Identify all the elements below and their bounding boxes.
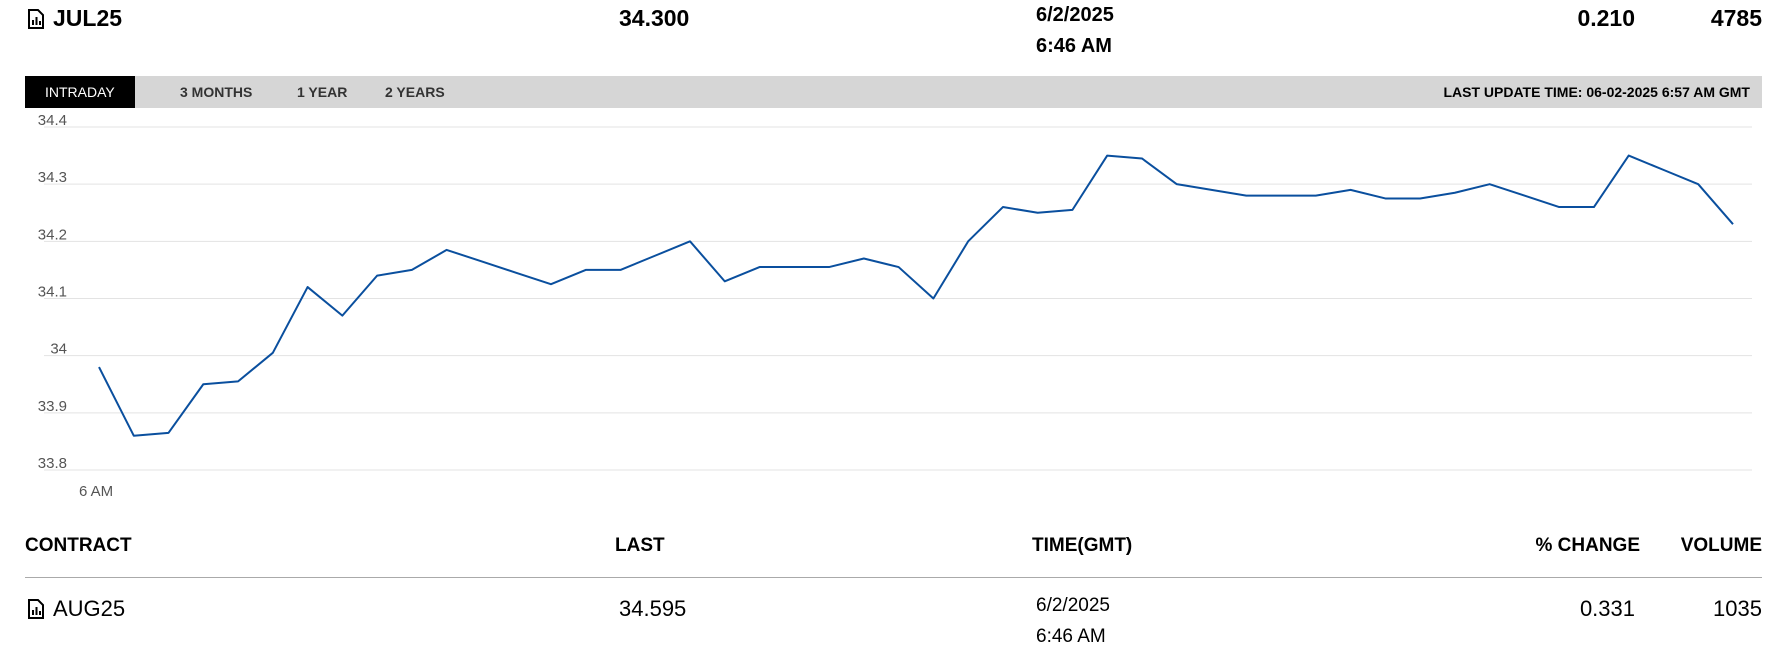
- date: 6/2/2025: [1036, 595, 1110, 616]
- change: 0.331: [1579, 596, 1635, 621]
- contract[interactable]: AUG25: [53, 596, 126, 621]
- y-tick-label: 33.9: [38, 398, 67, 415]
- chart: 33.8 33.9 34 34.1 34.2 34.3 34.4 6 AM: [38, 115, 1752, 500]
- column-header: VOLUME: [1680, 535, 1762, 556]
- column-header: LAST: [615, 535, 665, 556]
- volume: 1035: [1713, 596, 1762, 621]
- tab[interactable]: 2 YEARS: [385, 84, 445, 100]
- y-tick-label: 34.3: [38, 169, 67, 186]
- column-header: CONTRACT: [25, 535, 132, 556]
- volume: 4785: [1710, 5, 1762, 31]
- last-price: 34.300: [619, 5, 690, 31]
- tab[interactable]: 1 YEAR: [297, 84, 348, 100]
- y-tick-label: 34.4: [38, 115, 67, 129]
- change: 0.210: [1577, 5, 1635, 31]
- column-header: TIME(GMT): [1032, 535, 1133, 556]
- divider: [25, 577, 1762, 578]
- y-tick-label: 34.2: [38, 226, 67, 243]
- last-price: 34.595: [619, 596, 687, 621]
- contract[interactable]: JUL25: [53, 5, 123, 31]
- tab[interactable]: INTRADAY: [25, 76, 135, 108]
- y-tick-label: 34.1: [38, 284, 67, 301]
- column-header: % CHANGE: [1535, 535, 1640, 556]
- contract-icon: [28, 599, 44, 619]
- date: 6/2/2025: [1036, 4, 1114, 26]
- time: 6:46 AM: [1036, 626, 1106, 647]
- time: 6:46 AM: [1036, 35, 1112, 57]
- price-line: [98, 154, 1734, 437]
- tab[interactable]: 3 MONTHS: [180, 84, 253, 100]
- last-update: LAST UPDATE TIME: 06-02-2025 6:57 AM GMT: [1443, 84, 1750, 100]
- x-tick-label: 6 AM: [79, 483, 113, 500]
- y-tick-label: 33.8: [38, 455, 67, 472]
- tab-bar: INTRADAY 3 MONTHS 1 YEAR 2 YEARS LAST UP…: [25, 76, 1762, 108]
- y-tick-label: 34: [50, 341, 67, 358]
- contract-icon: [28, 9, 44, 29]
